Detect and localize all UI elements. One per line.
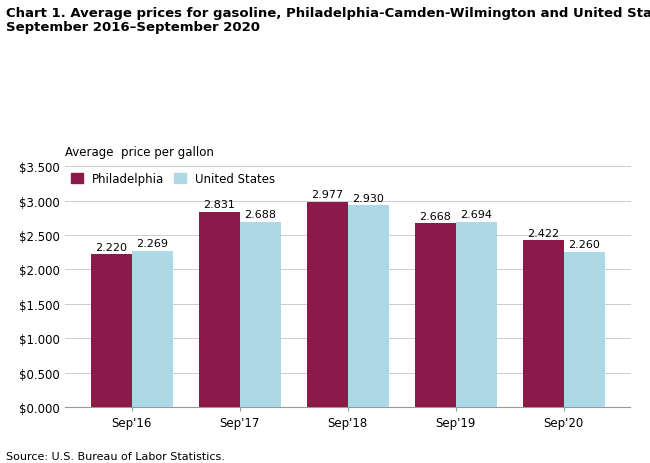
Bar [91,255,132,407]
Text: 2.668: 2.668 [419,211,451,221]
Text: 2.688: 2.688 [244,210,276,220]
Bar [348,206,389,407]
Bar [240,223,281,407]
Text: 2.831: 2.831 [203,200,235,210]
Text: Average  price per gallon: Average price per gallon [65,145,214,158]
Text: 2.269: 2.269 [136,238,168,249]
Text: Chart 1. Average prices for gasoline, Philadelphia-Camden-Wilmington and United : Chart 1. Average prices for gasoline, Ph… [6,7,650,20]
Text: 2.694: 2.694 [460,209,492,219]
Bar [456,222,497,407]
Text: 2.930: 2.930 [352,193,384,203]
Text: 2.977: 2.977 [311,190,343,200]
Text: 2.220: 2.220 [95,242,127,252]
Bar [415,224,456,407]
Legend: Philadelphia, United States: Philadelphia, United States [71,173,275,186]
Text: September 2016–September 2020: September 2016–September 2020 [6,21,261,34]
Bar [564,252,604,407]
Text: 2.260: 2.260 [568,239,600,249]
Bar [199,213,240,407]
Text: Source: U.S. Bureau of Labor Statistics.: Source: U.S. Bureau of Labor Statistics. [6,450,226,461]
Bar [523,241,564,407]
Bar [307,203,348,407]
Text: 2.422: 2.422 [527,228,559,238]
Bar [132,251,173,407]
